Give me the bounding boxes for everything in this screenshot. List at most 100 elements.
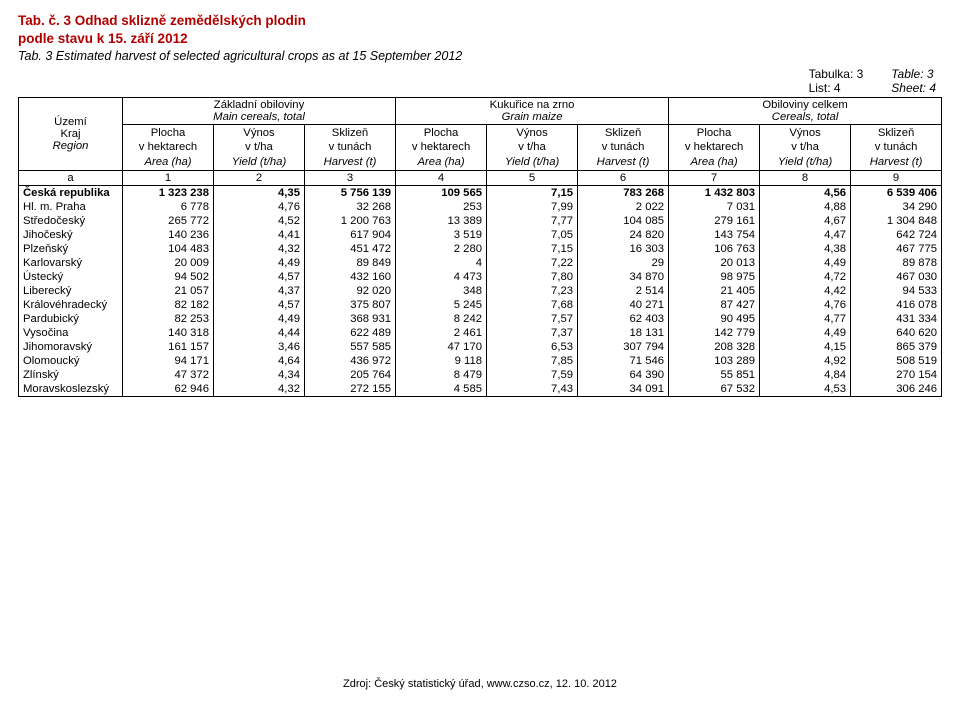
- cell-value: 7 031: [669, 200, 760, 214]
- cell-value: 47 372: [123, 368, 214, 382]
- table-row: Ústecký94 5024,57432 1604 4737,8034 8709…: [19, 270, 942, 284]
- title-cz-line2: podle stavu k 15. září 2012: [18, 30, 942, 48]
- cell-value: 3 519: [396, 228, 487, 242]
- cell-value: 103 289: [669, 354, 760, 368]
- cell-value: 89 878: [851, 256, 942, 270]
- cell-region: Vysočina: [19, 326, 123, 340]
- cell-value: 3,46: [214, 340, 305, 354]
- cell-value: 4,84: [760, 368, 851, 382]
- cell-value: 18 131: [578, 326, 669, 340]
- hdr-colnum-1: 2: [214, 170, 305, 185]
- hdr-group-1: Kukuřice na zrno Grain maize: [396, 98, 669, 125]
- cell-region: Moravskoslezský: [19, 382, 123, 397]
- hdr-group-2: Obiloviny celkem Cereals, total: [669, 98, 942, 125]
- cell-value: 4,49: [214, 312, 305, 326]
- cell-value: 4,92: [760, 354, 851, 368]
- cell-value: 104 483: [123, 242, 214, 256]
- cell-value: 21 405: [669, 284, 760, 298]
- hdr-colnum-7: 8: [760, 170, 851, 185]
- cell-value: 98 975: [669, 270, 760, 284]
- cell-value: 13 389: [396, 214, 487, 228]
- cell-value: 7,22: [487, 256, 578, 270]
- cell-value: 16 303: [578, 242, 669, 256]
- cell-value: 7,59: [487, 368, 578, 382]
- cell-value: 4 473: [396, 270, 487, 284]
- cell-value: 71 546: [578, 354, 669, 368]
- hdr-group-2-cz: Obiloviny celkem: [762, 99, 847, 111]
- hdr-colnum-8: 9: [851, 170, 942, 185]
- hdr-colnum-3: 4: [396, 170, 487, 185]
- cell-value: 4,34: [214, 368, 305, 382]
- cell-value: 451 472: [305, 242, 396, 256]
- harvest-table: Území Kraj Region Základní obiloviny Mai…: [18, 97, 942, 396]
- cell-value: 2 514: [578, 284, 669, 298]
- cell-value: 32 268: [305, 200, 396, 214]
- cell-value: 143 754: [669, 228, 760, 242]
- cell-value: 467 775: [851, 242, 942, 256]
- cell-value: 7,15: [487, 242, 578, 256]
- cell-value: 62 403: [578, 312, 669, 326]
- cell-value: 8 242: [396, 312, 487, 326]
- cell-value: 90 495: [669, 312, 760, 326]
- cell-value: 6,53: [487, 340, 578, 354]
- cell-value: 55 851: [669, 368, 760, 382]
- table-row: Zlínský47 3724,34205 7648 4797,5964 3905…: [19, 368, 942, 382]
- table-row: Hl. m. Praha6 7784,7632 2682537,992 0227…: [19, 200, 942, 214]
- cell-value: 4,64: [214, 354, 305, 368]
- hdr-sub-0-0: Plochav hektarechArea (ha): [123, 125, 214, 170]
- cell-value: 4,32: [214, 382, 305, 397]
- cell-value: 4,35: [214, 185, 305, 200]
- cell-value: 82 253: [123, 312, 214, 326]
- table-row: Plzeňský104 4834,32451 4722 2807,1516 30…: [19, 242, 942, 256]
- cell-value: 7,77: [487, 214, 578, 228]
- cell-region: Liberecký: [19, 284, 123, 298]
- hdr-sub-1-1: Výnosv t/haYield (t/ha): [487, 125, 578, 170]
- cell-value: 89 849: [305, 256, 396, 270]
- table-row: Liberecký21 0574,3792 0203487,232 51421 …: [19, 284, 942, 298]
- cell-value: 7,99: [487, 200, 578, 214]
- cell-region: Hl. m. Praha: [19, 200, 123, 214]
- hdr-group-0: Základní obiloviny Main cereals, total: [123, 98, 396, 125]
- cell-value: 783 268: [578, 185, 669, 200]
- hdr-colnum-6: 7: [669, 170, 760, 185]
- cell-value: 265 772: [123, 214, 214, 228]
- cell-value: 508 519: [851, 354, 942, 368]
- cell-value: 7,37: [487, 326, 578, 340]
- hdr-region-cz1: Území: [54, 116, 87, 128]
- cell-value: 208 328: [669, 340, 760, 354]
- cell-value: 8 479: [396, 368, 487, 382]
- cell-region: Karlovarský: [19, 256, 123, 270]
- cell-region: Jihomoravský: [19, 340, 123, 354]
- cell-value: 5 756 139: [305, 185, 396, 200]
- hdr-colnum-0: 1: [123, 170, 214, 185]
- cell-value: 432 160: [305, 270, 396, 284]
- cell-value: 642 724: [851, 228, 942, 242]
- cell-value: 7,23: [487, 284, 578, 298]
- cell-value: 431 334: [851, 312, 942, 326]
- table-row: Středočeský265 7724,521 200 76313 3897,7…: [19, 214, 942, 228]
- cell-value: 270 154: [851, 368, 942, 382]
- cell-region: Středočeský: [19, 214, 123, 228]
- cell-region: Olomoucký: [19, 354, 123, 368]
- cell-value: 2 280: [396, 242, 487, 256]
- cell-value: 140 236: [123, 228, 214, 242]
- meta-tabulka: Tabulka: 3: [809, 67, 864, 81]
- hdr-group-0-en: Main cereals, total: [127, 111, 391, 123]
- cell-value: 92 020: [305, 284, 396, 298]
- hdr-sub-2-0: Plochav hektarechArea (ha): [669, 125, 760, 170]
- cell-value: 375 807: [305, 298, 396, 312]
- cell-value: 4,67: [760, 214, 851, 228]
- cell-region: Plzeňský: [19, 242, 123, 256]
- cell-value: 253: [396, 200, 487, 214]
- hdr-group-0-cz: Základní obiloviny: [214, 99, 304, 111]
- cell-value: 4,76: [760, 298, 851, 312]
- table-row: Vysočina140 3184,44622 4892 4617,3718 13…: [19, 326, 942, 340]
- title-en: Tab. 3 Estimated harvest of selected agr…: [18, 48, 942, 65]
- hdr-sub-2-1: Výnosv t/haYield (t/ha): [760, 125, 851, 170]
- hdr-group-1-en: Grain maize: [400, 111, 664, 123]
- cell-region: Česká republika: [19, 185, 123, 200]
- hdr-region-en: Region: [23, 140, 118, 152]
- cell-value: 205 764: [305, 368, 396, 382]
- hdr-colnum-5: 6: [578, 170, 669, 185]
- table-row: Česká republika1 323 2384,355 756 139109…: [19, 185, 942, 200]
